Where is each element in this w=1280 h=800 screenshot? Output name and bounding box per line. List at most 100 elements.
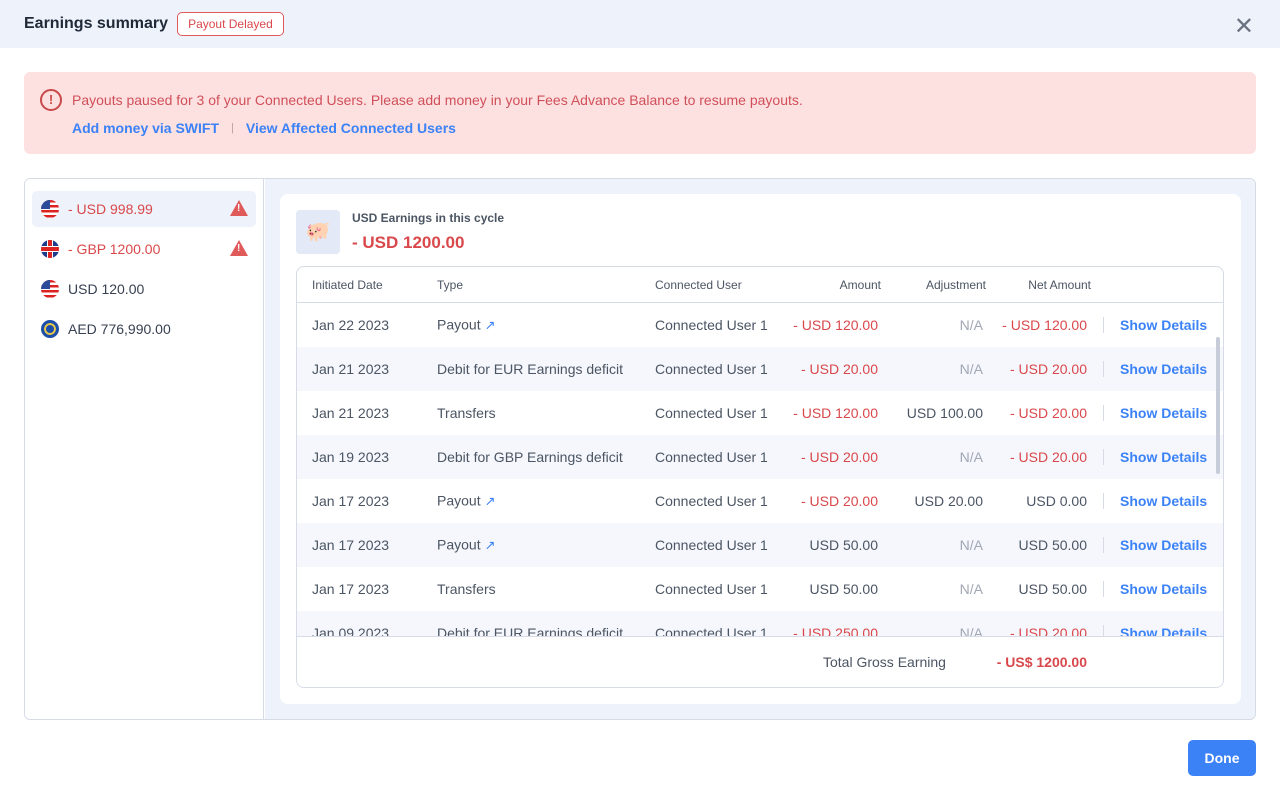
scrollbar[interactable] xyxy=(1216,337,1220,474)
type-text: Transfers xyxy=(437,405,496,421)
table-footer: Total Gross Earning - US$ 1200.00 xyxy=(297,636,1223,687)
cell-adjustment: N/A xyxy=(959,317,983,333)
cell-net: - USD 20.00 xyxy=(1009,449,1087,465)
cell-adjustment: N/A xyxy=(959,625,983,636)
cell-adjustment: N/A xyxy=(959,581,983,597)
cell-type: Debit for EUR Earnings deficit xyxy=(437,625,623,636)
currency-item[interactable]: USD 120.00 xyxy=(32,271,256,307)
cell-net: - USD 20.00 xyxy=(1009,625,1087,636)
external-link-icon[interactable]: ↗ xyxy=(484,493,496,509)
cell-net: - USD 20.00 xyxy=(1009,405,1087,421)
flag-us-icon xyxy=(41,200,59,218)
cell-date: Jan 22 2023 xyxy=(312,317,390,333)
table-row: Jan 09 2023 Debit for EUR Earnings defic… xyxy=(297,611,1223,636)
col-user: Connected User xyxy=(655,277,742,292)
cell-type: Payout ↗ xyxy=(437,317,496,334)
show-details-link[interactable]: Show Details xyxy=(1120,581,1208,597)
alert-banner: ! Payouts paused for 3 of your Connected… xyxy=(24,72,1256,154)
show-details-link[interactable]: Show Details xyxy=(1120,493,1208,509)
cell-amount: USD 50.00 xyxy=(809,537,878,553)
show-details-link[interactable]: Show Details xyxy=(1120,625,1208,636)
show-details-link[interactable]: Show Details xyxy=(1120,537,1208,553)
modal-title: Earnings summary xyxy=(24,15,169,32)
table-header: Initiated Date Type Connected User Amoun… xyxy=(297,267,1223,303)
cell-user: Connected User 1 xyxy=(655,537,768,553)
earnings-card: 🐖 USD Earnings in this cycle - USD 1200.… xyxy=(280,194,1241,704)
cell-amount: - USD 20.00 xyxy=(800,493,878,509)
cell-user: Connected User 1 xyxy=(655,449,768,465)
col-adjustment: Adjustment xyxy=(925,277,986,292)
currency-item[interactable]: - GBP 1200.00! xyxy=(32,231,256,267)
view-affected-users-link[interactable]: View Affected Connected Users xyxy=(245,120,456,136)
cell-date: Jan 21 2023 xyxy=(312,405,390,421)
show-details-link[interactable]: Show Details xyxy=(1120,317,1208,333)
table-body[interactable]: Jan 22 2023 Payout ↗ Connected User 1 - U… xyxy=(297,303,1223,636)
cell-date: Jan 21 2023 xyxy=(312,361,390,377)
divider xyxy=(1103,537,1104,553)
table-row: Jan 17 2023 Transfers Connected User 1 U… xyxy=(297,567,1223,611)
type-text: Debit for GBP Earnings deficit xyxy=(437,449,623,465)
cell-type: Debit for EUR Earnings deficit xyxy=(437,361,623,377)
currency-amount: AED 776,990.00 xyxy=(68,321,171,337)
cell-net: - USD 120.00 xyxy=(1002,317,1087,333)
cell-net: USD 0.00 xyxy=(1026,493,1087,509)
card-amount: - USD 1200.00 xyxy=(352,233,465,252)
cell-user: Connected User 1 xyxy=(655,581,768,597)
cell-type: Payout ↗ xyxy=(437,493,496,510)
type-text: Payout xyxy=(437,536,481,553)
divider xyxy=(1103,317,1104,333)
cell-adjustment: N/A xyxy=(959,537,983,553)
cell-amount: - USD 250.00 xyxy=(793,625,878,636)
divider xyxy=(1103,581,1104,597)
cell-date: Jan 17 2023 xyxy=(312,493,390,509)
table-row: Jan 19 2023 Debit for GBP Earnings defic… xyxy=(297,435,1223,479)
cell-type: Payout ↗ xyxy=(437,537,496,554)
external-link-icon[interactable]: ↗ xyxy=(484,317,496,333)
type-text: Transfers xyxy=(437,581,496,597)
col-date: Initiated Date xyxy=(312,277,383,292)
cell-amount: - USD 20.00 xyxy=(800,361,878,377)
currency-item[interactable]: AED 776,990.00 xyxy=(32,311,256,347)
cell-amount: - USD 120.00 xyxy=(793,405,878,421)
flag-eu-icon xyxy=(41,320,59,338)
cell-adjustment: N/A xyxy=(959,449,983,465)
cell-amount: - USD 20.00 xyxy=(800,449,878,465)
divider: | xyxy=(231,122,234,134)
total-label: Total Gross Earning xyxy=(823,654,946,670)
divider xyxy=(1103,449,1104,465)
cell-amount: - USD 120.00 xyxy=(793,317,878,333)
add-money-swift-link[interactable]: Add money via SWIFT xyxy=(72,120,220,136)
show-details-link[interactable]: Show Details xyxy=(1120,405,1208,421)
table-row: Jan 21 2023 Debit for EUR Earnings defic… xyxy=(297,347,1223,391)
alert-icon: ! xyxy=(40,89,62,111)
cell-type: Transfers xyxy=(437,581,496,597)
table-row: Jan 21 2023 Transfers Connected User 1 -… xyxy=(297,391,1223,435)
alert-message: Payouts paused for 3 of your Connected U… xyxy=(72,92,803,108)
close-icon[interactable]: ✕ xyxy=(1233,13,1254,40)
total-value: - US$ 1200.00 xyxy=(996,654,1087,670)
modal-header: Earnings summary Payout Delayed ✕ xyxy=(0,0,1280,48)
divider xyxy=(1103,361,1104,377)
card-title: USD Earnings in this cycle xyxy=(352,211,505,225)
cell-type: Debit for GBP Earnings deficit xyxy=(437,449,623,465)
cell-adjustment: N/A xyxy=(959,361,983,377)
external-link-icon[interactable]: ↗ xyxy=(484,537,496,553)
cell-net: - USD 20.00 xyxy=(1009,361,1087,377)
col-amount: Amount xyxy=(839,277,881,292)
col-type: Type xyxy=(437,277,464,292)
cell-user: Connected User 1 xyxy=(655,317,768,333)
currency-list: - USD 998.99! - GBP 1200.00! USD 120.00 AED… xyxy=(25,179,264,719)
currency-amount: - USD 998.99 xyxy=(68,201,153,217)
earnings-table: Initiated Date Type Connected User Amoun… xyxy=(296,266,1224,688)
table-row: Jan 17 2023 Payout ↗ Connected User 1 USD… xyxy=(297,523,1223,567)
earnings-panel: - USD 998.99! - GBP 1200.00! USD 120.00 AED… xyxy=(24,178,1256,720)
type-text: Payout xyxy=(437,492,481,509)
show-details-link[interactable]: Show Details xyxy=(1120,361,1208,377)
show-details-link[interactable]: Show Details xyxy=(1120,449,1208,465)
cell-user: Connected User 1 xyxy=(655,361,768,377)
cell-net: USD 50.00 xyxy=(1018,581,1087,597)
done-button[interactable]: Done xyxy=(1188,740,1256,776)
type-text: Debit for EUR Earnings deficit xyxy=(437,625,623,636)
table-row: Jan 17 2023 Payout ↗ Connected User 1 - U… xyxy=(297,479,1223,523)
currency-item[interactable]: - USD 998.99! xyxy=(32,191,256,227)
